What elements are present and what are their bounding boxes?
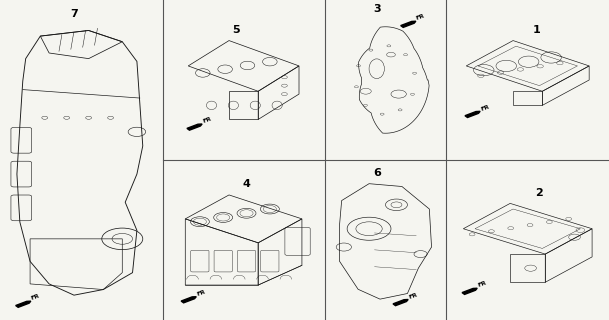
Text: FR: FR bbox=[407, 292, 418, 300]
FancyArrow shape bbox=[401, 21, 416, 28]
Text: FR: FR bbox=[202, 116, 212, 124]
Text: 1: 1 bbox=[533, 25, 540, 35]
Text: 6: 6 bbox=[373, 168, 381, 178]
FancyArrow shape bbox=[187, 124, 202, 130]
FancyArrow shape bbox=[16, 301, 31, 307]
FancyArrow shape bbox=[462, 288, 477, 294]
Text: 7: 7 bbox=[70, 9, 78, 19]
Text: FR: FR bbox=[30, 293, 41, 301]
Text: 5: 5 bbox=[233, 25, 240, 35]
Text: 4: 4 bbox=[242, 179, 250, 189]
Text: 3: 3 bbox=[373, 4, 381, 14]
Text: FR: FR bbox=[195, 289, 206, 297]
FancyArrow shape bbox=[181, 297, 196, 303]
Text: FR: FR bbox=[480, 104, 490, 111]
Text: FR: FR bbox=[477, 281, 487, 288]
Text: 2: 2 bbox=[535, 188, 543, 198]
FancyArrow shape bbox=[465, 111, 480, 117]
FancyArrow shape bbox=[393, 300, 408, 306]
Text: FR: FR bbox=[415, 13, 426, 21]
